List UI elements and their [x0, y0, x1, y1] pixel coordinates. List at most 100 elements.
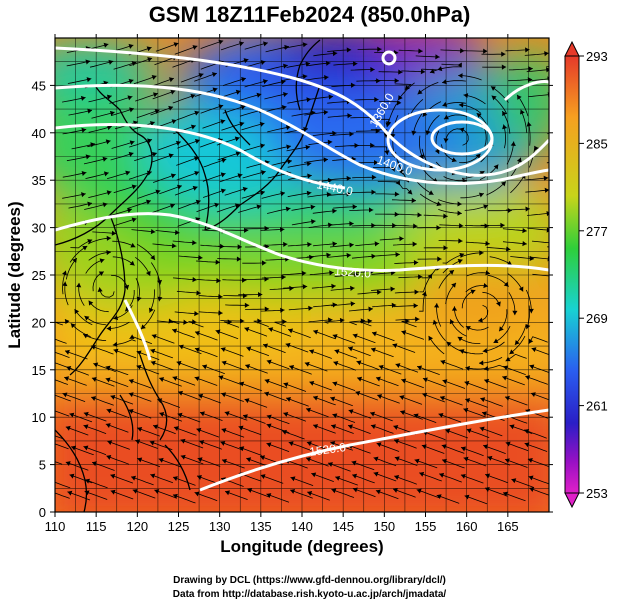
wind-arrowhead: [131, 61, 137, 66]
wind-arrowhead: [225, 490, 230, 496]
wind-arrowhead: [411, 197, 417, 204]
wind-arrowhead: [525, 206, 530, 212]
x-tick-label: 145: [332, 519, 354, 534]
wind-arrowhead: [458, 102, 464, 108]
wind-arrowhead: [528, 475, 534, 481]
wind-arrowhead: [247, 488, 253, 493]
wind-arrowhead: [353, 272, 359, 278]
wind-arrowhead: [346, 47, 352, 53]
wind-arrowhead: [491, 95, 497, 101]
wind-arrowhead: [105, 377, 111, 383]
wind-arrowhead: [458, 238, 463, 244]
wind-arrowhead: [373, 471, 379, 477]
wind-arrowhead: [509, 349, 515, 355]
wind-arrowhead: [196, 290, 201, 296]
wind-arrowhead: [478, 317, 483, 323]
wind-arrowhead: [348, 424, 353, 430]
y-tick-label: 30: [32, 221, 46, 236]
wind-arrowhead: [97, 287, 103, 292]
wind-arrowhead: [151, 334, 157, 339]
wind-arrowhead: [503, 281, 509, 287]
wind-arrowhead: [512, 310, 518, 316]
wind-arrowhead: [530, 392, 536, 398]
wind-arrowhead: [174, 229, 180, 235]
wind-arrowhead: [302, 284, 308, 290]
wind-arrowhead: [394, 438, 399, 444]
wind-arrowhead: [332, 381, 338, 387]
wind-arrowhead: [106, 235, 112, 241]
wind-arrowhead: [328, 222, 333, 228]
wind-arrowhead: [289, 285, 294, 291]
wind-arrowhead: [419, 471, 425, 477]
wind-arrowhead: [516, 157, 522, 163]
wind-arrowhead: [552, 274, 557, 279]
wind-arrowhead: [151, 75, 157, 80]
wind-arrowhead: [109, 110, 115, 116]
wind-arrowhead: [149, 121, 155, 126]
wind-arrowhead: [234, 203, 240, 209]
wind-arrowhead: [136, 350, 142, 356]
wind-arrowhead: [479, 171, 485, 176]
x-tick-label: 110: [45, 519, 66, 534]
wind-arrowhead: [446, 341, 452, 347]
wind-arrowhead: [69, 412, 75, 418]
wind-arrowhead: [218, 310, 223, 316]
wind-arrowhead: [246, 457, 252, 463]
wind-arrowhead: [194, 347, 200, 353]
wind-arrowhead: [323, 109, 329, 116]
streamline: [55, 481, 71, 489]
wind-arrowhead: [132, 488, 138, 494]
wind-arrowhead: [412, 241, 417, 247]
wind-arrowhead: [501, 181, 506, 187]
wind-arrowhead: [435, 54, 440, 60]
wind-arrowhead: [175, 140, 181, 146]
wind-arrowhead: [371, 253, 376, 259]
colorbar-label: 293: [586, 49, 608, 64]
wind-arrowhead: [80, 192, 86, 198]
wind-arrowhead: [332, 302, 338, 308]
wind-arrowhead: [394, 475, 400, 480]
wind-arrowhead: [221, 158, 227, 163]
wind-arrowhead: [457, 210, 462, 216]
wind-arrowhead: [507, 207, 512, 214]
wind-arrowhead: [146, 46, 152, 52]
wind-arrowhead: [328, 94, 334, 100]
wind-arrowhead: [418, 274, 423, 280]
wind-arrowhead: [220, 347, 226, 353]
wind-arrowhead: [112, 341, 118, 348]
wind-arrowhead: [168, 77, 174, 83]
y-tick-label: 15: [32, 363, 46, 378]
wind-arrowhead: [199, 440, 205, 445]
wind-arrowhead: [264, 276, 269, 282]
wind-arrowhead: [313, 395, 319, 401]
wind-arrowhead: [466, 428, 472, 434]
wind-arrowhead: [510, 141, 516, 146]
wind-arrowhead: [177, 412, 183, 418]
wind-arrowhead: [529, 487, 535, 492]
wind-arrowhead: [221, 428, 227, 433]
wind-arrowhead: [436, 201, 442, 207]
wind-arrowhead: [137, 457, 143, 463]
wind-arrowhead: [427, 273, 433, 279]
wind-arrowhead: [347, 113, 352, 119]
wind-arrowhead: [192, 185, 198, 191]
wind-arrowhead: [308, 305, 313, 311]
wind-arrowhead: [91, 377, 97, 382]
wind-arrowhead: [502, 375, 508, 381]
wind-arrowhead: [154, 489, 160, 494]
wind-arrowhead: [152, 152, 157, 157]
wind-arrowhead: [194, 170, 200, 176]
wind-arrowhead: [479, 250, 484, 256]
wind-arrowhead: [158, 457, 164, 463]
wind-arrowhead: [458, 73, 463, 79]
wind-arrowhead: [110, 394, 116, 400]
contour-label: 1520.0: [308, 440, 347, 459]
wind-arrowhead: [422, 392, 428, 398]
wind-arrowhead: [459, 252, 465, 258]
wind-arrowhead: [395, 252, 400, 258]
wind-arrowhead: [305, 144, 311, 150]
wind-arrowhead: [173, 426, 179, 432]
credit-drawing: Drawing by DCL (https://www.gfd-dennou.o…: [173, 575, 446, 586]
wind-arrowhead: [192, 45, 198, 50]
wind-arrowhead: [85, 59, 91, 65]
